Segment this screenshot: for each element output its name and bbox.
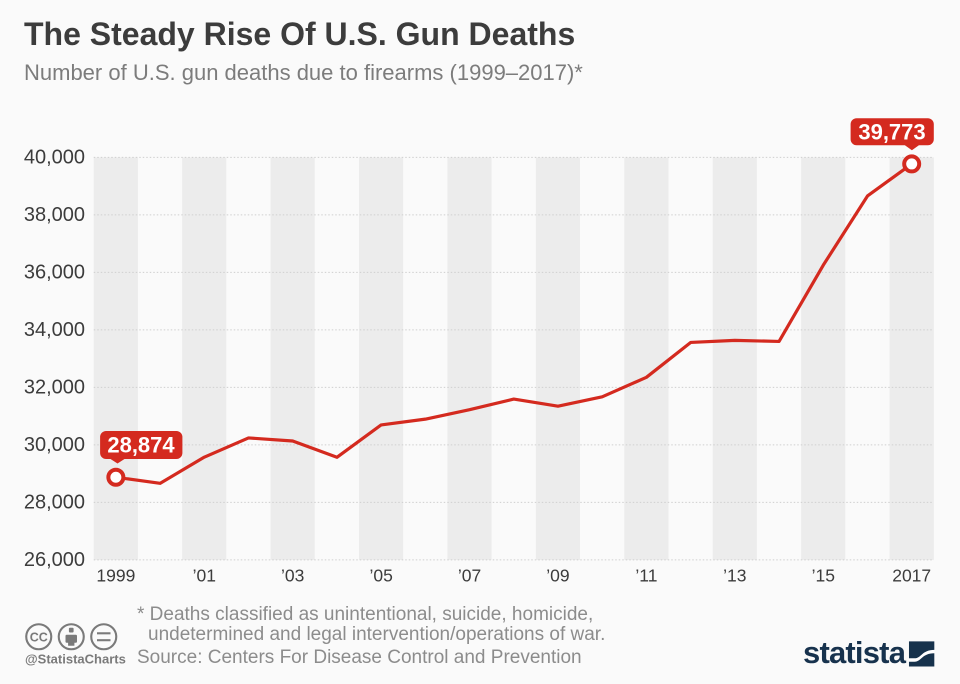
svg-text:28,000: 28,000 [24,491,85,513]
svg-text:Source: Centers For Disease Co: Source: Centers For Disease Control and … [137,647,582,668]
svg-text:32,000: 32,000 [24,376,85,398]
svg-text:’05: ’05 [369,566,392,586]
svg-text:30,000: 30,000 [24,434,85,456]
svg-text:26,000: 26,000 [24,549,85,571]
svg-text:undetermined and legal interve: undetermined and legal intervention/oper… [148,624,605,645]
svg-text:2017: 2017 [892,566,931,586]
svg-text:38,000: 38,000 [24,204,85,226]
svg-text:’03: ’03 [281,566,304,586]
svg-text:40,000: 40,000 [24,146,85,168]
svg-text:36,000: 36,000 [24,261,85,283]
svg-text:’11: ’11 [635,566,657,586]
svg-text:’13: ’13 [723,566,746,586]
svg-text:’07: ’07 [458,566,481,586]
svg-text:statista: statista [803,635,907,670]
svg-text:’15: ’15 [812,566,835,586]
svg-text:34,000: 34,000 [24,319,85,341]
svg-text:28,874: 28,874 [107,433,175,458]
svg-text:39,773: 39,773 [858,120,925,145]
svg-text:’09: ’09 [546,566,569,586]
svg-text:’01: ’01 [193,566,216,586]
svg-text:@StatistaCharts: @StatistaCharts [25,652,126,667]
svg-text:* Deaths classified as uninten: * Deaths classified as unintentional, su… [137,604,593,625]
svg-text:1999: 1999 [96,566,135,586]
svg-text:CC: CC [30,630,48,644]
